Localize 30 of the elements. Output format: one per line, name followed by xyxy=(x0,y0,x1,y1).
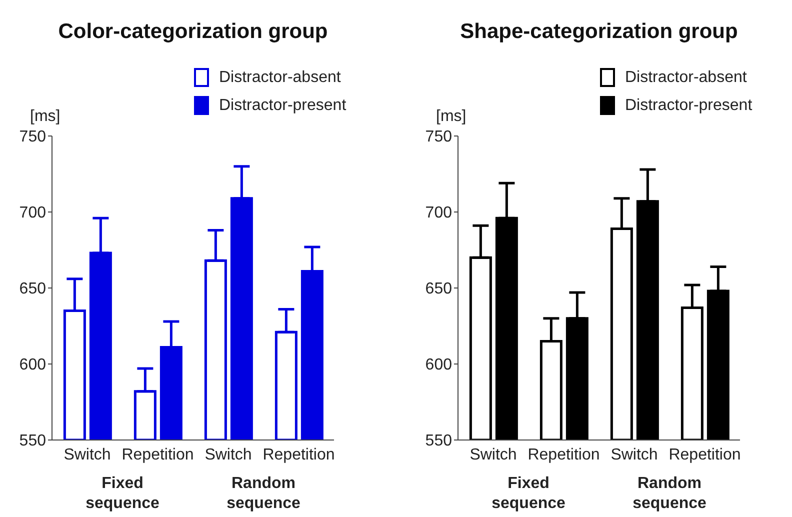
chart-title: Shape-categorization group xyxy=(459,20,739,44)
y-tick-label: 600 xyxy=(425,356,452,374)
x-tick-label: Repetition xyxy=(668,446,741,464)
text: Random sequence xyxy=(226,474,302,514)
chart-title: Color-categorization group xyxy=(57,20,329,44)
x-tick-label: Repetition xyxy=(122,446,194,464)
legend-label: Distractor-present xyxy=(218,96,348,116)
y-tick-label: 600 xyxy=(19,356,46,374)
x-tick-label: Switch xyxy=(610,446,658,464)
legend-label: Distractor-present xyxy=(624,96,754,116)
y-tick-label: 550 xyxy=(425,432,452,450)
text: Fixed sequence xyxy=(490,474,566,514)
y-tick-label: 650 xyxy=(425,280,452,298)
y-axis-title: [ms] xyxy=(30,108,60,126)
y-tick-label: 700 xyxy=(425,204,452,222)
x-tick-label: Switch xyxy=(204,446,252,464)
x-tick-label: Switch xyxy=(470,446,517,464)
y-tick-label: 750 xyxy=(425,128,452,146)
y-axis-title: [ms] xyxy=(436,108,466,126)
text: Random sequence xyxy=(632,474,708,514)
legend-label: Distractor-absent xyxy=(218,68,342,88)
legend-label: Distractor-absent xyxy=(624,68,748,88)
y-tick-label: 550 xyxy=(19,432,46,450)
x-tick-label: Repetition xyxy=(262,446,335,464)
y-tick-label: 750 xyxy=(19,128,46,146)
x-tick-label: Switch xyxy=(64,446,111,464)
y-tick-label: 700 xyxy=(19,204,46,222)
x-tick-label: Repetition xyxy=(528,446,600,464)
y-tick-label: 650 xyxy=(19,280,46,298)
text: Fixed sequence xyxy=(84,474,160,514)
